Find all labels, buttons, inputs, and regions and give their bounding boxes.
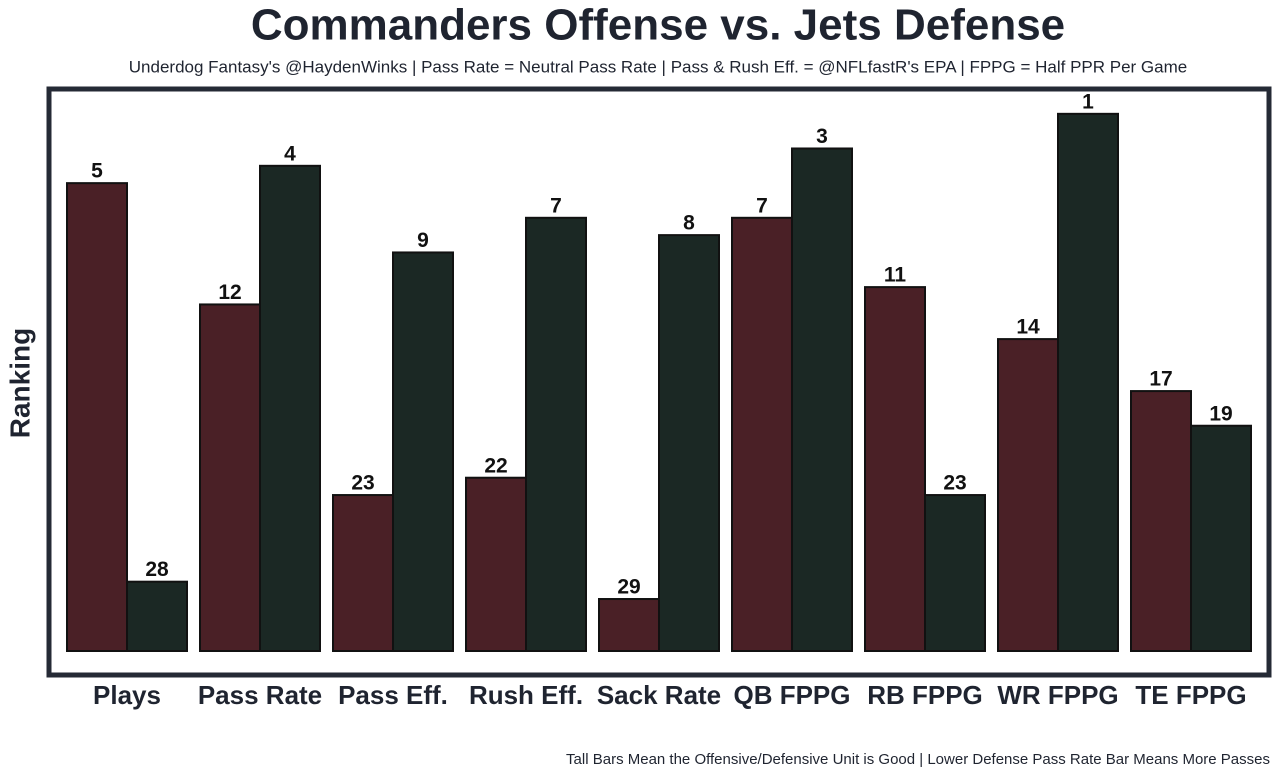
bar — [332, 494, 394, 652]
x-tick-label: RB FPPG — [867, 680, 983, 710]
bar — [1057, 112, 1119, 652]
bar — [525, 216, 587, 652]
bar — [1190, 424, 1252, 652]
value-label: 8 — [683, 212, 695, 235]
value-label: 19 — [1209, 402, 1232, 425]
value-label: 3 — [816, 125, 828, 148]
bar — [864, 286, 926, 652]
bar — [997, 338, 1059, 652]
x-tick-label: Rush Eff. — [469, 680, 583, 710]
bar — [658, 234, 720, 652]
plot-frame — [46, 86, 1272, 678]
x-tick-label: WR FPPG — [997, 680, 1118, 710]
x-tick-label: QB FPPG — [733, 680, 850, 710]
bar — [465, 476, 527, 652]
chart-title: Commanders Offense vs. Jets Defense — [251, 1, 1065, 50]
value-label: 11 — [884, 264, 907, 287]
y-axis-label: Ranking — [4, 328, 35, 438]
value-label: 12 — [218, 281, 241, 304]
value-label: 23 — [943, 472, 966, 495]
value-label: 14 — [1016, 316, 1040, 339]
bar — [126, 580, 188, 652]
bar — [598, 598, 660, 652]
value-label: 4 — [284, 142, 296, 165]
value-label: 7 — [756, 194, 768, 217]
bar — [66, 182, 128, 652]
bar — [392, 251, 454, 652]
value-label: 29 — [617, 576, 640, 599]
bar — [924, 494, 986, 652]
bar — [791, 147, 853, 652]
bar — [731, 216, 793, 652]
value-label: 22 — [484, 454, 507, 477]
chart-subtitle: Underdog Fantasy's @HaydenWinks | Pass R… — [129, 57, 1187, 76]
value-label: 28 — [145, 558, 169, 581]
x-tick-label: TE FPPG — [1135, 680, 1246, 710]
value-label: 9 — [417, 229, 429, 252]
value-label: 7 — [550, 194, 562, 217]
value-label: 23 — [351, 472, 374, 495]
x-tick-label: Pass Rate — [198, 680, 322, 710]
x-tick-label: Pass Eff. — [338, 680, 448, 710]
bar — [259, 164, 321, 652]
value-label: 1 — [1082, 90, 1094, 113]
value-label: 17 — [1149, 368, 1172, 391]
footnote: Tall Bars Mean the Offensive/Defensive U… — [566, 751, 1270, 768]
x-tick-label: Sack Rate — [597, 680, 721, 710]
value-label: 5 — [91, 160, 103, 183]
x-tick-label: Plays — [93, 680, 161, 710]
bar — [1130, 390, 1192, 652]
bar — [199, 303, 261, 652]
